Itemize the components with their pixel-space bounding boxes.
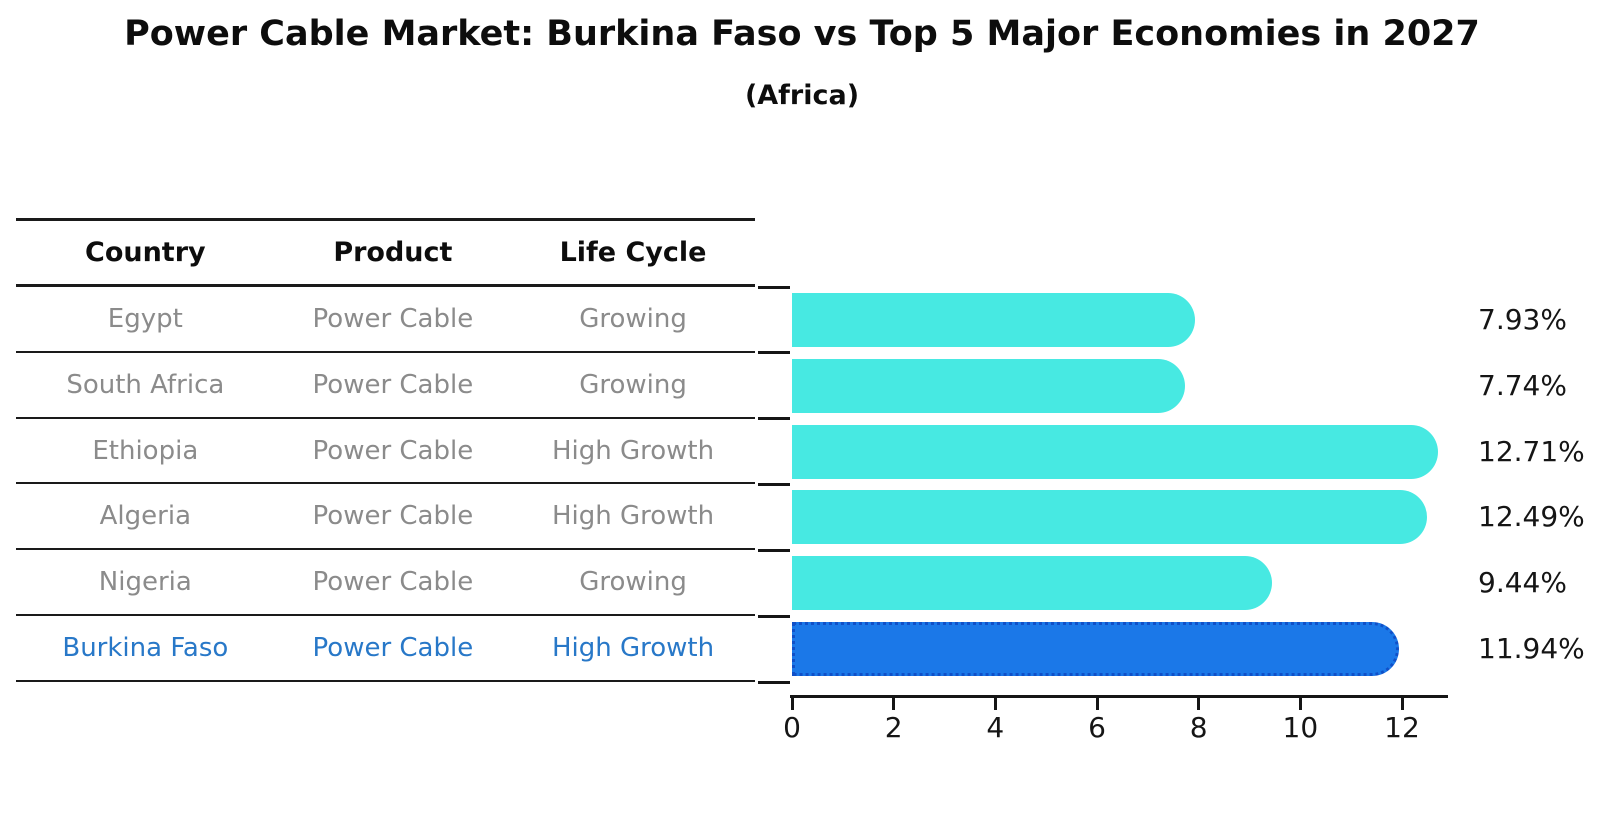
x-tick-label: 0 <box>783 711 801 744</box>
x-tick-mark <box>1298 697 1302 710</box>
cell-life-cycle: High Growth <box>551 435 715 466</box>
cell-country: Burkina Faso <box>62 633 229 664</box>
x-tick-label: 8 <box>1189 711 1208 744</box>
cell-product: Power Cable <box>312 369 474 400</box>
table-row: Nigeria Power Cable Growing <box>16 550 755 617</box>
cell-life-cycle: Growing <box>579 567 687 598</box>
bar <box>792 424 1439 479</box>
bar <box>792 490 1427 545</box>
x-tick-label: 4 <box>986 711 1005 744</box>
column-header-product: Product <box>333 237 453 268</box>
cell-life-cycle: Growing <box>579 369 687 400</box>
table-row: Egypt Power Cable Growing <box>16 287 755 353</box>
cell-country: Nigeria <box>98 567 192 598</box>
x-tick-label: 12 <box>1384 711 1420 744</box>
chart-title: Power Cable Market: Burkina Faso vs Top … <box>124 14 1480 54</box>
cell-country: Egypt <box>107 303 183 334</box>
cell-country: South Africa <box>66 369 225 400</box>
bar-value-label: 11.94% <box>1478 632 1585 666</box>
cell-product: Power Cable <box>312 435 474 466</box>
cell-life-cycle: High Growth <box>551 633 715 664</box>
cell-country: Ethiopia <box>92 435 199 466</box>
bar <box>792 292 1196 347</box>
cell-country: Algeria <box>99 501 191 532</box>
column-header-country: Country <box>85 237 206 268</box>
x-tick-mark <box>993 697 997 710</box>
chart-subtitle: (Africa) <box>744 80 860 111</box>
table-row: Burkina Faso Power Cable High Growth <box>16 616 755 682</box>
cell-product: Power Cable <box>312 567 474 598</box>
y-tick-mark <box>758 614 790 618</box>
x-tick-label: 2 <box>884 711 903 744</box>
x-tick-mark <box>1400 697 1404 710</box>
bar-value-label: 12.49% <box>1478 500 1585 534</box>
table-row: South Africa Power Cable Growing <box>16 353 755 419</box>
x-tick-mark <box>1095 697 1099 710</box>
table-row: Algeria Power Cable High Growth <box>16 484 755 551</box>
bar-value-label: 7.74% <box>1478 368 1567 402</box>
table-header-row: Country Product Life Cycle <box>16 218 755 287</box>
y-tick-mark <box>758 285 790 289</box>
country-table: Country Product Life Cycle Egypt Power Ca… <box>16 218 755 682</box>
cell-product: Power Cable <box>312 633 474 664</box>
column-header-lifecycle: Life Cycle <box>559 237 707 268</box>
y-tick-mark <box>758 417 790 421</box>
bar-value-label: 7.93% <box>1478 302 1567 336</box>
y-tick-mark <box>758 351 790 355</box>
cell-life-cycle: Growing <box>579 303 687 334</box>
bar-value-label: 9.44% <box>1478 566 1567 600</box>
table-row: Ethiopia Power Cable High Growth <box>16 419 755 485</box>
y-tick-mark <box>758 483 790 486</box>
x-tick-label: 6 <box>1088 711 1106 744</box>
bar-highlight <box>792 622 1399 677</box>
x-tick-mark <box>790 697 794 710</box>
y-tick-mark <box>758 548 790 552</box>
y-tick-mark <box>758 680 790 684</box>
bar-value-label: 12.71% <box>1478 434 1585 468</box>
x-tick-label: 10 <box>1282 711 1319 744</box>
x-tick-mark <box>892 697 896 710</box>
table-body: Egypt Power Cable Growing South Africa Power… <box>16 287 755 682</box>
bar <box>792 358 1186 413</box>
bar <box>792 556 1272 611</box>
cell-product: Power Cable <box>312 501 474 532</box>
x-tick-mark <box>1197 697 1201 710</box>
cell-life-cycle: High Growth <box>551 501 715 532</box>
x-axis-line <box>790 695 1448 698</box>
cell-product: Power Cable <box>312 303 474 334</box>
